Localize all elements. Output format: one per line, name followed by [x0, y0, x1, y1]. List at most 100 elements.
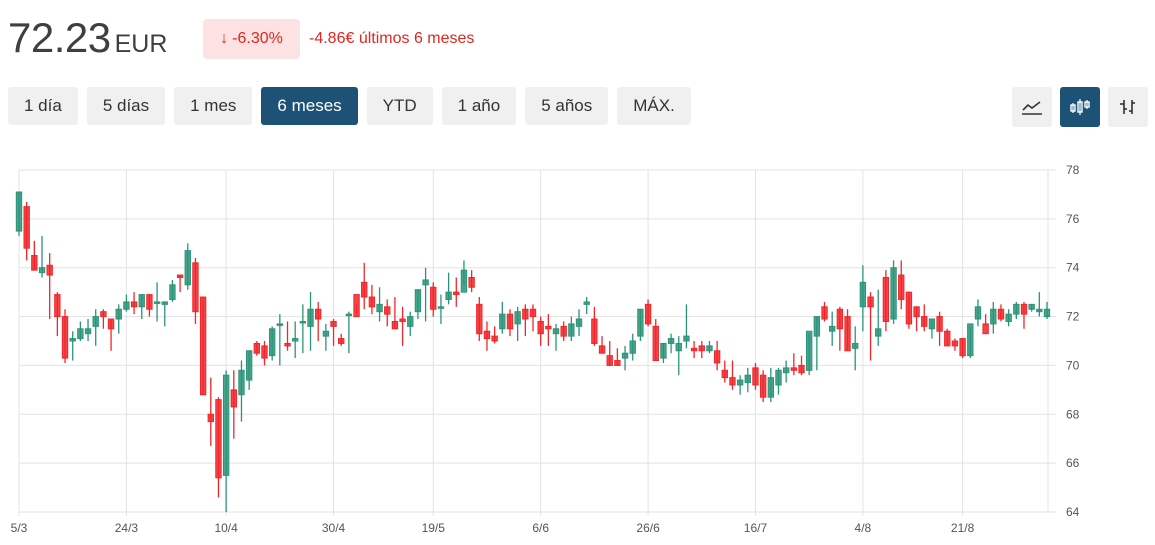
candle-body[interactable] — [437, 306, 445, 309]
candle-body[interactable] — [667, 338, 675, 344]
candle-body[interactable] — [483, 330, 491, 340]
candle-body[interactable] — [767, 377, 775, 398]
candle-body[interactable] — [606, 355, 613, 366]
ohlc-chart-button[interactable] — [1108, 87, 1148, 127]
candle-body[interactable] — [23, 206, 30, 249]
candle-body[interactable] — [199, 296, 207, 396]
candle-body[interactable] — [629, 340, 636, 354]
candle-body[interactable] — [829, 325, 836, 332]
candle-body[interactable] — [345, 313, 353, 317]
candle-body[interactable] — [1043, 308, 1051, 318]
candle-body[interactable] — [982, 323, 989, 335]
candle-body[interactable] — [31, 255, 38, 271]
candle-body[interactable] — [652, 325, 659, 362]
candle-body[interactable] — [115, 308, 122, 320]
candle-body[interactable] — [706, 345, 713, 352]
candle-body[interactable] — [990, 308, 997, 325]
candle-body[interactable] — [384, 306, 391, 315]
candle-body[interactable] — [460, 269, 468, 293]
candle-body[interactable] — [107, 318, 115, 330]
candle-body[interactable] — [146, 294, 153, 310]
candle-body[interactable] — [445, 291, 452, 300]
candle-body[interactable] — [921, 316, 928, 327]
candle-body[interactable] — [944, 330, 951, 347]
candle-body[interactable] — [468, 276, 475, 288]
candle-body[interactable] — [230, 389, 237, 408]
candle-body[interactable] — [875, 328, 882, 337]
candle-body[interactable] — [790, 367, 798, 371]
candle-body[interactable] — [291, 338, 299, 342]
candle-body[interactable] — [307, 308, 314, 327]
candle-body[interactable] — [736, 379, 744, 386]
candle-body[interactable] — [414, 289, 422, 313]
candle-body[interactable] — [974, 306, 982, 320]
candle-body[interactable] — [852, 342, 859, 349]
candle-body[interactable] — [215, 399, 222, 479]
candle-body[interactable] — [660, 342, 667, 359]
candle-body[interactable] — [330, 320, 337, 327]
candle-body[interactable] — [867, 296, 874, 308]
candle-body[interactable] — [69, 338, 76, 342]
candle-body[interactable] — [422, 279, 429, 286]
candle-body[interactable] — [514, 311, 521, 325]
candle-body[interactable] — [1036, 308, 1043, 313]
candle-body[interactable] — [759, 374, 767, 398]
candle-body[interactable] — [928, 318, 936, 330]
candle-body[interactable] — [276, 323, 284, 326]
candle-body[interactable] — [537, 320, 544, 335]
candle-body[interactable] — [399, 318, 406, 322]
candle-body[interactable] — [61, 316, 69, 359]
candle-body[interactable] — [782, 367, 790, 374]
candle-body[interactable] — [476, 303, 483, 335]
candle-body[interactable] — [598, 345, 606, 354]
candle-body[interactable] — [361, 281, 368, 298]
candle-body[interactable] — [844, 316, 851, 352]
candle-body[interactable] — [805, 330, 813, 371]
candle-body[interactable] — [1020, 303, 1028, 315]
candle-body[interactable] — [644, 303, 652, 325]
candle-body[interactable] — [77, 328, 84, 340]
candlestick-chart-button[interactable] — [1060, 87, 1100, 127]
candle-body[interactable] — [698, 345, 705, 352]
candle-body[interactable] — [161, 301, 168, 305]
range-max-button[interactable]: MÁX. — [617, 87, 691, 125]
candle-body[interactable] — [138, 294, 145, 308]
candle-body[interactable] — [1005, 313, 1012, 322]
candle-body[interactable] — [192, 262, 199, 313]
range-1m-button[interactable]: 1 mes — [174, 87, 253, 125]
range-ytd-button[interactable]: YTD — [366, 87, 433, 125]
candle-body[interactable] — [38, 267, 46, 274]
candle-body[interactable] — [84, 328, 92, 335]
candle-body[interactable] — [315, 308, 322, 320]
candle-body[interactable] — [453, 291, 460, 296]
candle-body[interactable] — [575, 318, 583, 327]
candle-body[interactable] — [552, 328, 560, 335]
candle-body[interactable] — [368, 296, 376, 308]
line-chart-button[interactable] — [1012, 87, 1052, 127]
candle-body[interactable] — [491, 335, 498, 342]
candle-body[interactable] — [913, 306, 920, 318]
candle-body[interactable] — [238, 369, 245, 396]
candle-body[interactable] — [951, 340, 959, 347]
candle-body[interactable] — [568, 323, 575, 337]
candle-body[interactable] — [898, 274, 905, 300]
candle-body[interactable] — [621, 352, 629, 359]
candle-body[interactable] — [529, 308, 537, 318]
candle-body[interactable] — [245, 350, 253, 381]
candle-body[interactable] — [169, 284, 176, 300]
candle-body[interactable] — [130, 301, 138, 308]
candle-body[interactable] — [54, 294, 61, 318]
candle-body[interactable] — [207, 413, 214, 423]
candle-body[interactable] — [905, 291, 913, 325]
candle-body[interactable] — [261, 345, 268, 359]
candle-body[interactable] — [936, 316, 943, 332]
candle-body[interactable] — [100, 311, 107, 318]
candle-body[interactable] — [545, 325, 552, 330]
candle-body[interactable] — [376, 303, 383, 313]
candle-body[interactable] — [522, 308, 529, 320]
candle-body[interactable] — [176, 274, 184, 278]
candlestick-chart[interactable]: 64 66 68 70 72 74 76 78 5/3 24/3 10/4 30/4 19/5 6/6 26… — [0, 150, 1155, 545]
candle-body[interactable] — [591, 318, 598, 344]
candle-body[interactable] — [268, 328, 276, 357]
candle-body[interactable] — [560, 325, 567, 337]
